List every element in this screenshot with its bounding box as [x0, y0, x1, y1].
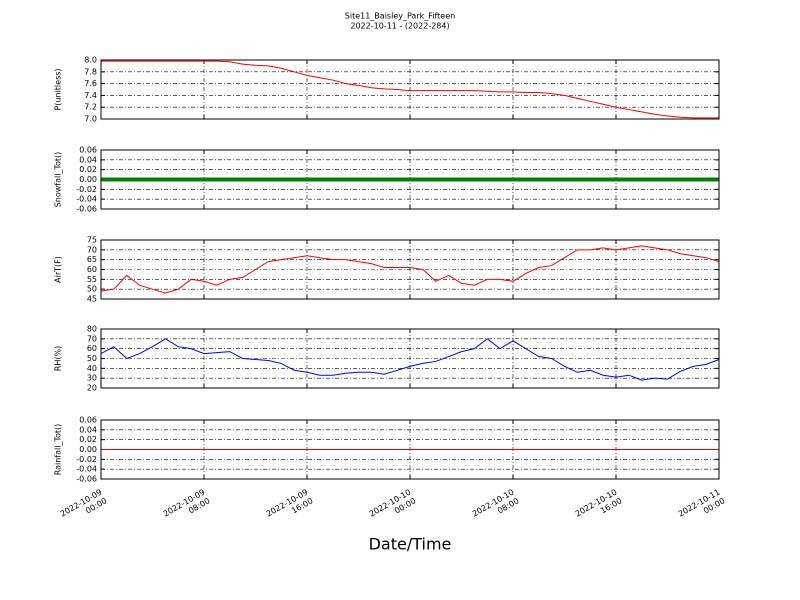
data-line — [100, 245, 720, 294]
x-tick-label: 2022-10-0916:00 — [264, 487, 314, 527]
y-axis-label: P(unitless) — [54, 68, 63, 110]
y-tick-label: 7.4 — [84, 91, 97, 100]
y-tick-label: 30 — [87, 374, 97, 383]
data-line — [100, 338, 720, 381]
y-axis-label: Snowfall_Tot() — [54, 152, 63, 208]
y-tick-label: 50 — [87, 354, 97, 363]
y-tick-label: 0.00 — [79, 445, 97, 454]
y-tick-label: 40 — [87, 364, 97, 373]
plot-frame — [100, 239, 720, 300]
y-tick-label: 7.0 — [84, 115, 97, 124]
plot-frame — [100, 59, 720, 120]
y-tick-label: 0.00 — [79, 175, 97, 184]
y-tick-label: 8.0 — [84, 56, 97, 65]
x-tick-label: 2022-10-0908:00 — [161, 487, 211, 527]
y-tick-label: 70 — [87, 245, 97, 254]
y-tick-label: 55 — [87, 275, 97, 284]
x-tick-label: 2022-10-1016:00 — [573, 487, 623, 527]
plot-frame — [100, 328, 720, 389]
y-tick-label: -0.06 — [76, 205, 97, 214]
y-tick-label: 0.04 — [79, 425, 97, 434]
x-tick-label: 2022-10-1008:00 — [470, 487, 520, 527]
chart-subtitle: 2022-10-11 - (2022-284) — [350, 22, 449, 31]
y-tick-label: 60 — [87, 265, 97, 274]
x-tick-label: 2022-10-0900:00 — [58, 487, 108, 527]
y-tick-label: 65 — [87, 255, 97, 264]
plot-frame — [100, 149, 720, 210]
y-tick-label: 0.02 — [79, 435, 97, 444]
y-tick-label: -0.04 — [76, 195, 97, 204]
plot-frame — [100, 419, 720, 480]
y-tick-label: 45 — [87, 295, 97, 304]
x-tick-label: 2022-10-1000:00 — [367, 487, 417, 527]
y-tick-label: 75 — [87, 236, 97, 245]
y-tick-label: -0.02 — [76, 185, 97, 194]
x-tick-label: 2022-10-1100:00 — [676, 487, 726, 527]
y-tick-label: 7.2 — [84, 103, 97, 112]
y-tick-label: 20 — [87, 384, 97, 393]
y-tick-label: 50 — [87, 285, 97, 294]
y-tick-label: 0.02 — [79, 165, 97, 174]
y-tick-label: -0.06 — [76, 475, 97, 484]
y-tick-label: 0.06 — [79, 146, 97, 155]
data-line — [101, 60, 719, 119]
y-tick-label: 0.06 — [79, 416, 97, 425]
y-tick-label: 70 — [87, 334, 97, 343]
y-tick-label: 7.8 — [84, 67, 97, 76]
y-tick-label: -0.02 — [76, 455, 97, 464]
x-axis-label: Date/Time — [369, 535, 452, 554]
y-axis-label: AirT(F) — [54, 256, 63, 283]
y-axis-label: RH(%) — [54, 346, 63, 371]
y-axis-label: Rainfall_Tot() — [54, 424, 63, 476]
y-tick-label: 80 — [87, 325, 97, 334]
y-tick-label: 60 — [87, 344, 97, 353]
y-tick-label: 7.6 — [84, 79, 97, 88]
y-tick-label: 0.04 — [79, 155, 97, 164]
chart-title: Site11_Baisley_Park_Fifteen — [345, 12, 455, 21]
y-tick-label: -0.04 — [76, 465, 97, 474]
